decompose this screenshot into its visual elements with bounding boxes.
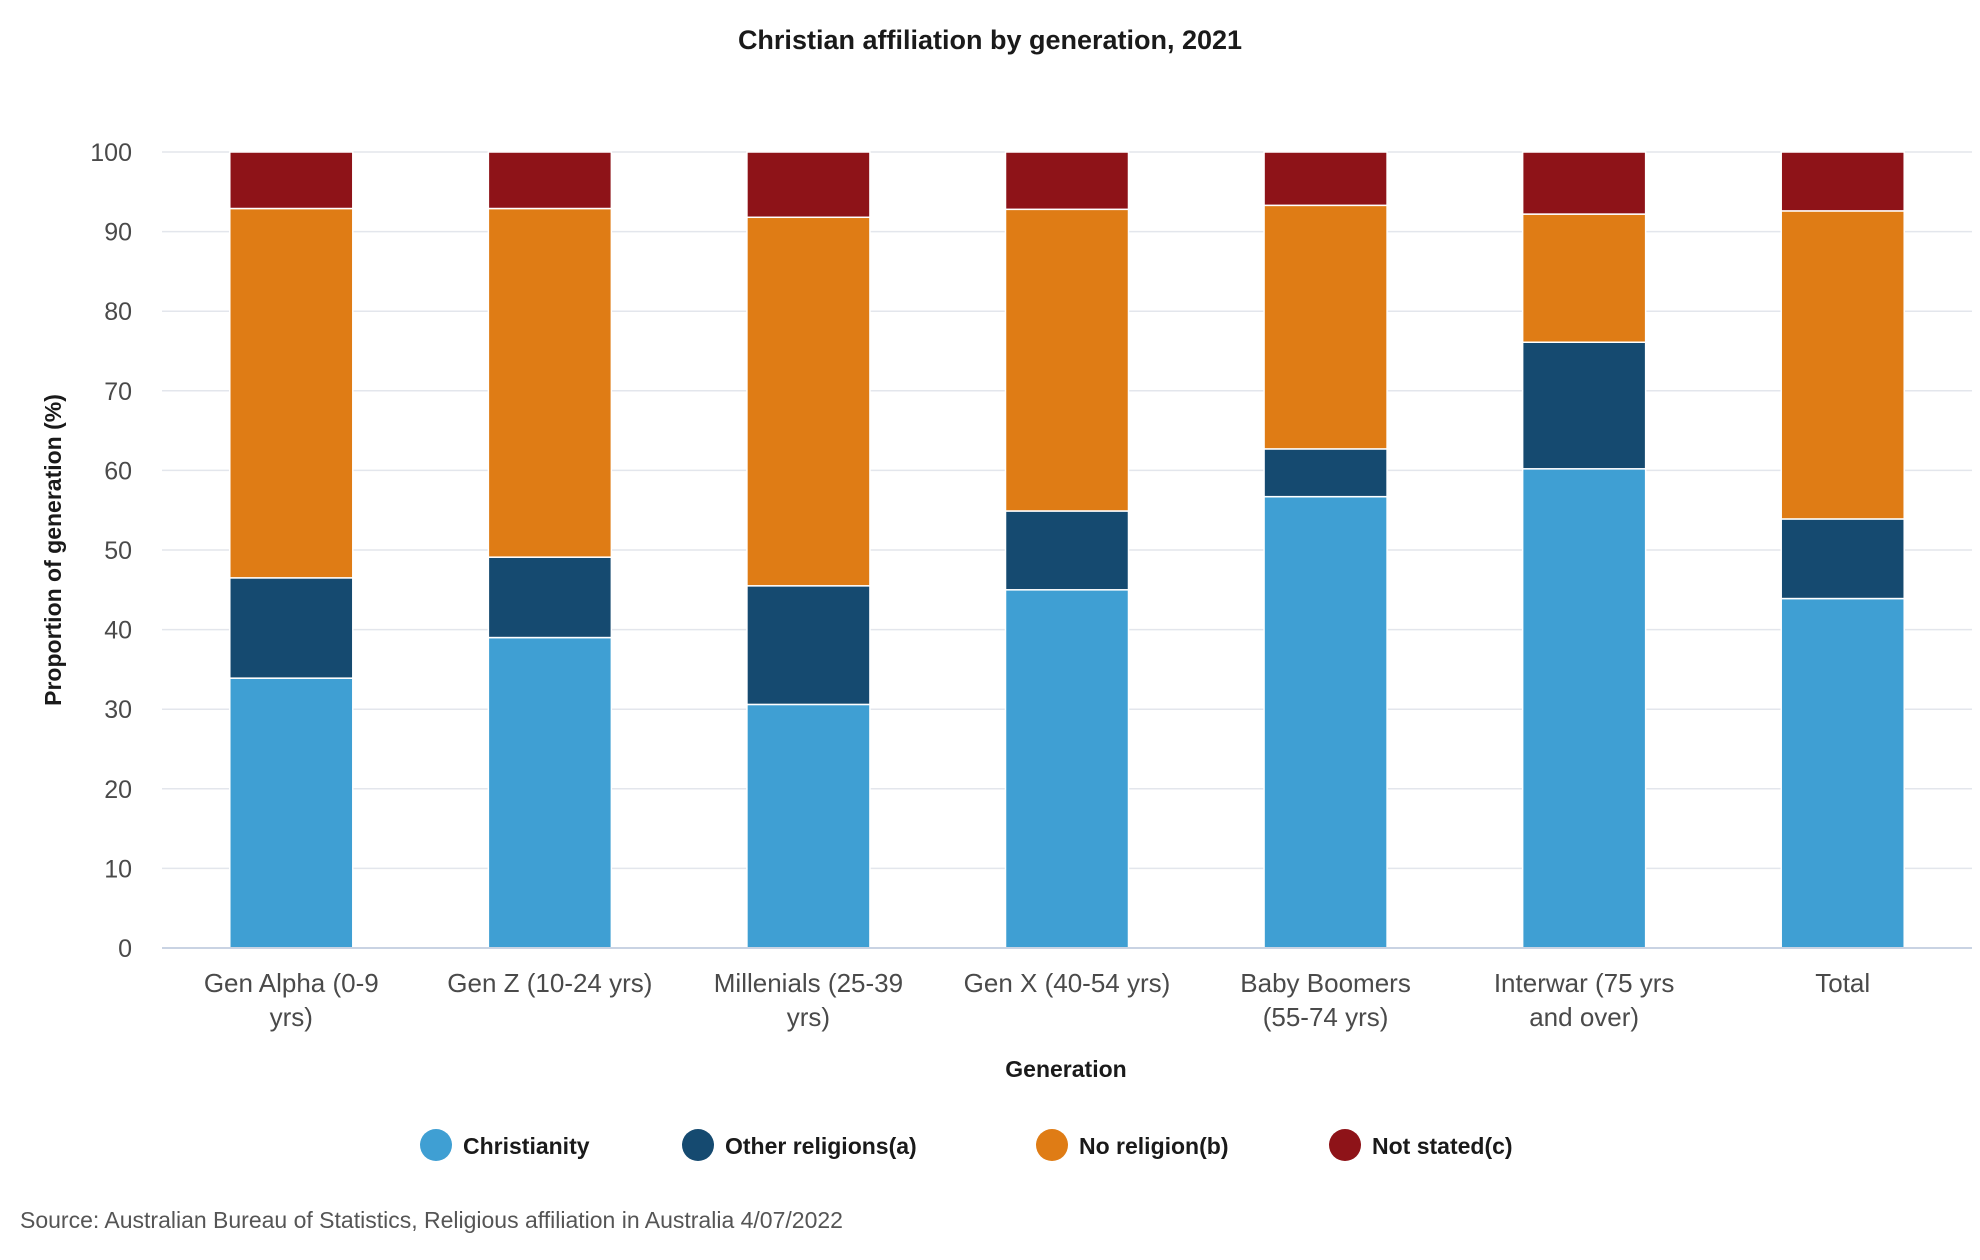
x-category-label-line: Interwar (75 yrs xyxy=(1494,968,1675,998)
legend-swatch xyxy=(682,1129,714,1161)
bar-segment[interactable] xyxy=(487,151,613,210)
x-axis-categories: Gen Alpha (0-9 yrs) Gen Z (10-24 yrs) Mille… xyxy=(204,968,1870,1032)
y-tick-label: 80 xyxy=(104,298,132,326)
legend-label: Other religions(a) xyxy=(725,1133,917,1159)
source-note: Source: Australian Bureau of Statistics,… xyxy=(20,1207,843,1233)
x-category-label-line: Baby Boomers xyxy=(1240,968,1411,998)
bar-segment[interactable] xyxy=(229,577,354,679)
bar-segment[interactable] xyxy=(487,636,613,949)
x-category-label-line: Millenials (25-39 xyxy=(714,968,903,998)
x-category-label-line: Gen Alpha (0-9 xyxy=(204,968,379,998)
legend: Christianity Other religions(a) No religio… xyxy=(420,1129,1513,1161)
bar-segment[interactable] xyxy=(1004,510,1130,591)
x-category-label: Gen Alpha (0-9 yrs) xyxy=(204,968,379,1032)
bar-segment[interactable] xyxy=(746,585,871,706)
y-tick-label: 70 xyxy=(104,378,132,406)
legend-label: Not stated(c) xyxy=(1372,1133,1513,1159)
bar-segment[interactable] xyxy=(229,207,354,579)
bar-segment[interactable] xyxy=(487,556,613,639)
y-tick-label: 90 xyxy=(104,219,132,247)
bar-segment[interactable] xyxy=(1780,518,1905,600)
x-axis-title: Generation xyxy=(1005,1056,1126,1082)
y-tick-label: 40 xyxy=(104,617,132,645)
x-category-label: Baby Boomers (55-74 yrs) xyxy=(1240,968,1411,1032)
legend-label: No religion(b) xyxy=(1079,1133,1228,1159)
bar-segment[interactable] xyxy=(1780,597,1905,949)
y-tick-label: 20 xyxy=(104,776,132,804)
x-category-label-line: Gen Z (10-24 yrs) xyxy=(447,968,652,998)
x-category-label: Interwar (75 yrs and over) xyxy=(1494,968,1675,1032)
bar-segment[interactable] xyxy=(1780,210,1905,520)
bar-segment[interactable] xyxy=(229,677,354,949)
bar-segment[interactable] xyxy=(746,216,871,587)
y-tick-label: 50 xyxy=(104,537,132,565)
bar-segment[interactable] xyxy=(1004,589,1130,949)
legend-swatch xyxy=(420,1129,452,1161)
y-tick-label: 0 xyxy=(118,935,132,963)
x-category-label: Total xyxy=(1815,968,1870,998)
y-tick-label: 100 xyxy=(90,139,132,167)
bar-segment[interactable] xyxy=(746,703,871,949)
legend-item[interactable]: Other religions(a) xyxy=(682,1129,917,1161)
y-tick-label: 30 xyxy=(104,696,132,724)
bar-segment[interactable] xyxy=(746,151,871,219)
bar-segment[interactable] xyxy=(1263,151,1388,207)
x-category-label-line: (55-74 yrs) xyxy=(1263,1002,1389,1032)
bar-segment[interactable] xyxy=(1521,213,1647,343)
x-category-label-line: yrs) xyxy=(787,1002,830,1032)
bar-segment[interactable] xyxy=(487,207,613,558)
y-tick-label: 60 xyxy=(104,457,132,485)
bar-segment[interactable] xyxy=(1263,204,1388,450)
legend-swatch xyxy=(1329,1129,1361,1161)
bar-segment[interactable] xyxy=(1263,495,1388,949)
bar-segment[interactable] xyxy=(1004,151,1130,211)
x-category-label-line: Gen X (40-54 yrs) xyxy=(964,968,1171,998)
y-axis-title: Proportion of generation (%) xyxy=(40,394,66,706)
bars xyxy=(229,151,1905,949)
x-category-label: Gen X (40-54 yrs) xyxy=(964,968,1171,998)
bar-segment[interactable] xyxy=(1780,151,1905,212)
legend-item[interactable]: Not stated(c) xyxy=(1329,1129,1513,1161)
x-category-label-line: Total xyxy=(1815,968,1870,998)
legend-swatch xyxy=(1036,1129,1068,1161)
y-axis-ticks: 0 10 20 30 40 50 60 70 80 90 100 xyxy=(90,139,132,963)
bar-segment[interactable] xyxy=(1521,468,1647,949)
x-category-label-line: and over) xyxy=(1529,1002,1639,1032)
x-category-label: Millenials (25-39 yrs) xyxy=(714,968,903,1032)
bar-segment[interactable] xyxy=(229,151,354,210)
chart-title: Christian affiliation by generation, 202… xyxy=(738,25,1242,55)
legend-label: Christianity xyxy=(463,1133,590,1159)
legend-item[interactable]: No religion(b) xyxy=(1036,1129,1228,1161)
x-category-label-line: yrs) xyxy=(270,1002,313,1032)
legend-item[interactable]: Christianity xyxy=(420,1129,590,1161)
bar-segment[interactable] xyxy=(1263,448,1388,498)
x-category-label: Gen Z (10-24 yrs) xyxy=(447,968,652,998)
y-tick-label: 10 xyxy=(104,855,132,883)
bar-segment[interactable] xyxy=(1521,341,1647,470)
bar-segment[interactable] xyxy=(1004,208,1130,512)
bar-segment[interactable] xyxy=(1521,151,1647,215)
